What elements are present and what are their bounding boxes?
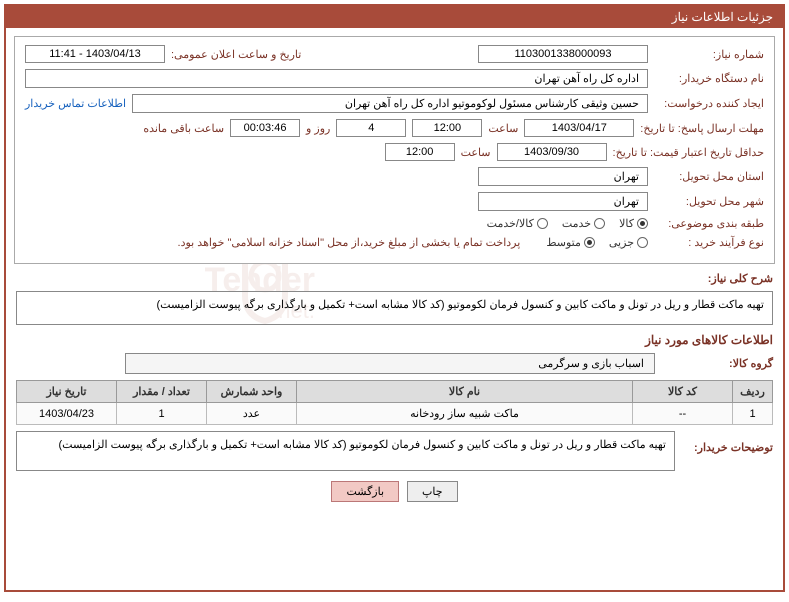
need-no-label: شماره نیاز:: [654, 48, 764, 61]
time-label-2: ساعت: [461, 146, 491, 159]
deadline-send-label: مهلت ارسال پاسخ: تا تاریخ:: [640, 122, 764, 135]
th-name: نام کالا: [297, 381, 633, 403]
remaining-label: ساعت باقی مانده: [143, 122, 224, 135]
process-note: پرداخت تمام یا بخشی از مبلغ خرید،از محل …: [178, 236, 521, 249]
days-remaining: 4: [336, 119, 406, 137]
details-panel: شماره نیاز: 1103001338000093 تاریخ و ساع…: [14, 36, 775, 264]
td-code: --: [633, 403, 733, 425]
radio-icon: [637, 237, 648, 248]
group-field: اسباب بازی و سرگرمی: [125, 353, 655, 374]
process-label: نوع فرآیند خرید :: [654, 236, 764, 249]
radio-small[interactable]: جزیی: [609, 236, 648, 249]
province-label: استان محل تحویل:: [654, 170, 764, 183]
group-label: گروه کالا:: [663, 357, 773, 370]
buyer-note-box: تهیه ماکت قطار و ریل در تونل و ماکت کابی…: [16, 431, 675, 471]
buyer-org-field: اداره کل راه آهن تهران: [25, 69, 648, 88]
td-row: 1: [733, 403, 773, 425]
validity-date: 1403/09/30: [497, 143, 607, 161]
buyer-org-label: نام دستگاه خریدار:: [654, 72, 764, 85]
radio-icon: [537, 218, 548, 229]
th-row: ردیف: [733, 381, 773, 403]
radio-medium[interactable]: متوسط: [546, 236, 595, 249]
city-field: تهران: [478, 192, 648, 211]
radio-both[interactable]: کالا/خدمت: [487, 217, 548, 230]
city-label: شهر محل تحویل:: [654, 195, 764, 208]
panel-header: جزئیات اطلاعات نیاز: [6, 6, 783, 28]
table-row: 1 -- ماکت شبیه ساز رودخانه عدد 1 1403/04…: [17, 403, 773, 425]
td-unit: عدد: [207, 403, 297, 425]
radio-icon: [594, 218, 605, 229]
announce-field: 1403/04/13 - 11:41: [25, 45, 165, 63]
time-label-1: ساعت: [488, 122, 518, 135]
th-code: کد کالا: [633, 381, 733, 403]
contact-link[interactable]: اطلاعات تماس خریدار: [25, 97, 126, 110]
radio-service[interactable]: خدمت: [562, 217, 605, 230]
th-date: تاریخ نیاز: [17, 381, 117, 403]
radio-icon: [637, 218, 648, 229]
td-date: 1403/04/23: [17, 403, 117, 425]
overview-title-label: شرح کلی نیاز:: [663, 272, 773, 285]
deadline-send-time: 12:00: [412, 119, 482, 137]
province-field: تهران: [478, 167, 648, 186]
th-qty: تعداد / مقدار: [117, 381, 207, 403]
deadline-send-date: 1403/04/17: [524, 119, 634, 137]
category-label: طبقه بندی موضوعی:: [654, 217, 764, 230]
items-header: اطلاعات کالاهای مورد نیاز: [16, 333, 773, 347]
td-qty: 1: [117, 403, 207, 425]
overview-text: تهیه ماکت قطار و ریل در تونل و ماکت کابی…: [16, 291, 773, 325]
items-table: ردیف کد کالا نام کالا واحد شمارش تعداد /…: [16, 380, 773, 425]
print-button[interactable]: چاپ: [407, 481, 458, 502]
time-remaining: 00:03:46: [230, 119, 300, 137]
back-button[interactable]: بازگشت: [331, 481, 399, 502]
requester-field: حسین وثیقی کارشناس مسئول لوکوموتیو اداره…: [132, 94, 648, 113]
need-no-field: 1103001338000093: [478, 45, 648, 63]
radio-good[interactable]: کالا: [619, 217, 648, 230]
requester-label: ایجاد کننده درخواست:: [654, 97, 764, 110]
radio-icon: [584, 237, 595, 248]
validity-time: 12:00: [385, 143, 455, 161]
td-name: ماکت شبیه ساز رودخانه: [297, 403, 633, 425]
buyer-note-label: توضیحات خریدار:: [683, 431, 773, 454]
announce-label: تاریخ و ساعت اعلان عمومی:: [171, 48, 301, 61]
validity-label: حداقل تاریخ اعتبار قیمت: تا تاریخ:: [613, 146, 764, 159]
days-label: روز و: [306, 122, 330, 135]
th-unit: واحد شمارش: [207, 381, 297, 403]
